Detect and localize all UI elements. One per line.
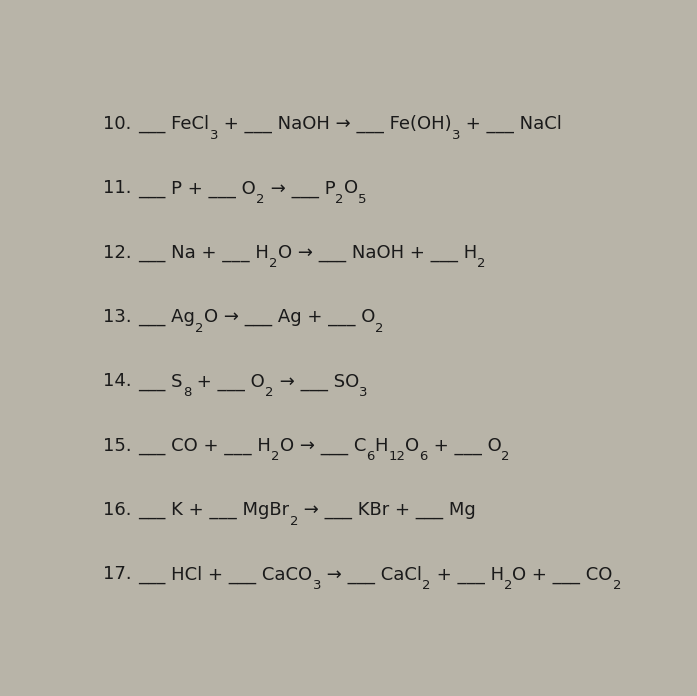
Text: → ___ CaCl: → ___ CaCl bbox=[321, 565, 422, 583]
Text: 6: 6 bbox=[419, 450, 427, 464]
Text: 13.: 13. bbox=[103, 308, 132, 326]
Text: O: O bbox=[344, 180, 358, 198]
Text: 15.: 15. bbox=[103, 436, 132, 454]
Text: → ___ SO: → ___ SO bbox=[273, 372, 359, 390]
Text: ___ S: ___ S bbox=[139, 372, 183, 390]
Text: 12: 12 bbox=[388, 450, 405, 464]
Text: 2: 2 bbox=[269, 258, 278, 270]
Text: 2: 2 bbox=[256, 193, 265, 206]
Text: 3: 3 bbox=[452, 129, 460, 142]
Text: 10.: 10. bbox=[103, 115, 132, 133]
Text: 2: 2 bbox=[501, 450, 510, 464]
Text: 14.: 14. bbox=[103, 372, 132, 390]
Text: 16.: 16. bbox=[103, 501, 132, 519]
Text: 11.: 11. bbox=[103, 180, 132, 198]
Text: 6: 6 bbox=[366, 450, 374, 464]
Text: + ___ NaOH → ___ Fe(OH): + ___ NaOH → ___ Fe(OH) bbox=[218, 115, 452, 134]
Text: 8: 8 bbox=[183, 386, 191, 399]
Text: + ___ O: + ___ O bbox=[191, 372, 265, 390]
Text: O → ___ Ag + ___ O: O → ___ Ag + ___ O bbox=[204, 308, 375, 326]
Text: 3: 3 bbox=[312, 579, 321, 592]
Text: 2: 2 bbox=[422, 579, 431, 592]
Text: 2: 2 bbox=[195, 322, 204, 335]
Text: 2: 2 bbox=[375, 322, 383, 335]
Text: 2: 2 bbox=[477, 258, 486, 270]
Text: O → ___ C: O → ___ C bbox=[279, 437, 366, 455]
Text: + ___ H: + ___ H bbox=[431, 566, 504, 583]
Text: 5: 5 bbox=[358, 193, 367, 206]
Text: 12.: 12. bbox=[103, 244, 132, 262]
Text: ___ FeCl: ___ FeCl bbox=[139, 115, 210, 134]
Text: 17.: 17. bbox=[103, 565, 132, 583]
Text: 3: 3 bbox=[210, 129, 218, 142]
Text: ___ Na + ___ H: ___ Na + ___ H bbox=[139, 244, 269, 262]
Text: ___ HCl + ___ CaCO: ___ HCl + ___ CaCO bbox=[139, 565, 312, 583]
Text: → ___ KBr + ___ Mg: → ___ KBr + ___ Mg bbox=[298, 501, 476, 519]
Text: 2: 2 bbox=[504, 579, 512, 592]
Text: ___ CO + ___ H: ___ CO + ___ H bbox=[139, 437, 271, 455]
Text: 3: 3 bbox=[359, 386, 367, 399]
Text: 2: 2 bbox=[613, 579, 621, 592]
Text: ___ Ag: ___ Ag bbox=[139, 308, 195, 326]
Text: O + ___ CO: O + ___ CO bbox=[512, 566, 613, 583]
Text: 2: 2 bbox=[271, 450, 279, 464]
Text: + ___ O: + ___ O bbox=[427, 437, 501, 455]
Text: O: O bbox=[405, 436, 419, 454]
Text: → ___ P: → ___ P bbox=[265, 180, 335, 198]
Text: 2: 2 bbox=[289, 514, 298, 528]
Text: 2: 2 bbox=[335, 193, 344, 206]
Text: ___ P + ___ O: ___ P + ___ O bbox=[139, 180, 256, 198]
Text: + ___ NaCl: + ___ NaCl bbox=[460, 115, 562, 134]
Text: O → ___ NaOH + ___ H: O → ___ NaOH + ___ H bbox=[278, 244, 477, 262]
Text: 2: 2 bbox=[265, 386, 273, 399]
Text: ___ K + ___ MgBr: ___ K + ___ MgBr bbox=[139, 501, 289, 519]
Text: H: H bbox=[374, 436, 388, 454]
